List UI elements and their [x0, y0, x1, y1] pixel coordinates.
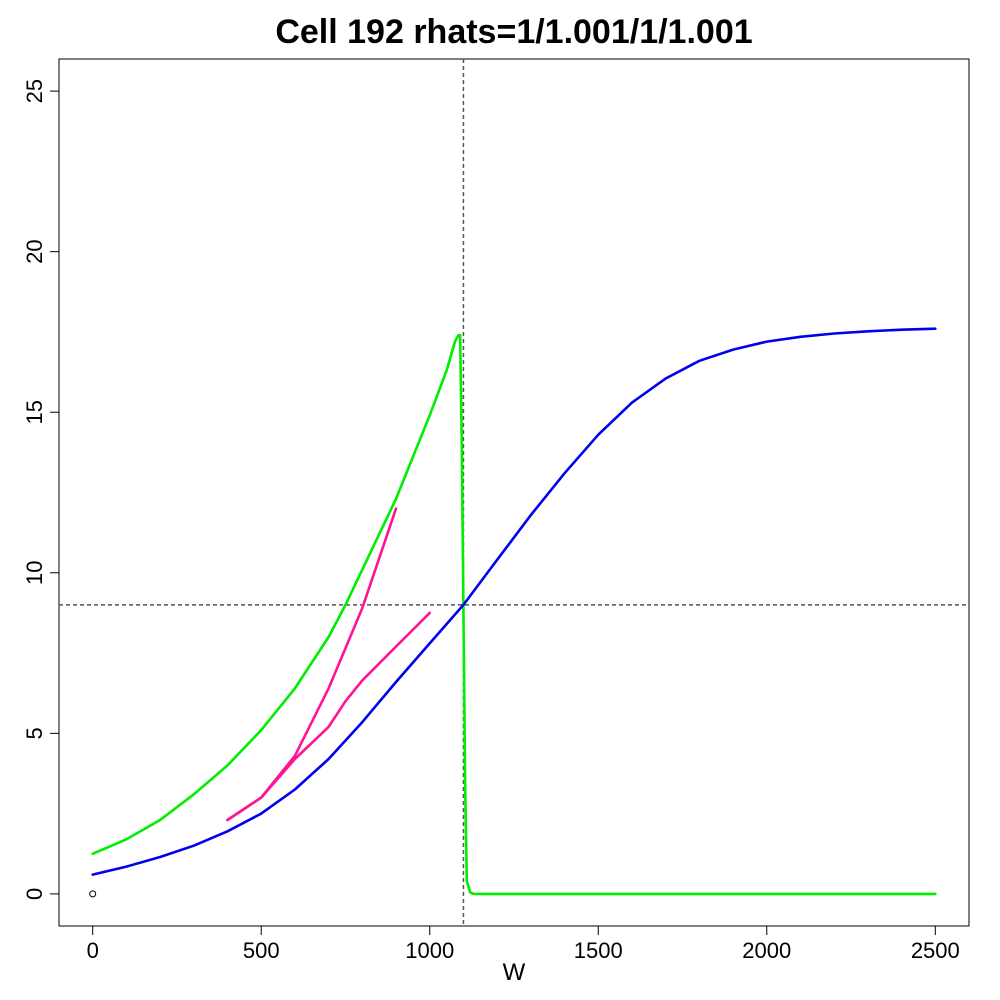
y-tick-label: 25 — [22, 79, 47, 103]
series-line-1 — [91, 333, 937, 896]
series-line-2 — [91, 327, 937, 876]
x-tick-label: 500 — [243, 938, 280, 963]
y-tick-label: 20 — [22, 239, 47, 263]
x-tick-label: 1500 — [574, 938, 623, 963]
series-line-4 — [226, 611, 432, 822]
plot-frame — [58, 58, 970, 927]
x-tick-label: 2000 — [742, 938, 791, 963]
x-tick-label: 0 — [87, 938, 99, 963]
y-tick-label: 5 — [22, 727, 47, 739]
chart-title: Cell 192 rhats=1/1.001/1/1.001 — [275, 13, 752, 51]
y-axis: 0 5 10 15 20 25 — [22, 79, 59, 900]
x-tick-label: 1000 — [405, 938, 454, 963]
series-layer — [91, 327, 937, 896]
points-layer — [89, 890, 97, 898]
x-axis: 0 500 1000 1500 2000 2500 — [87, 926, 960, 963]
reference-lines — [59, 59, 969, 926]
x-tick-label: 2500 — [911, 938, 960, 963]
x-axis-title: W — [503, 959, 526, 986]
y-tick-label: 10 — [22, 561, 47, 585]
data-point-marker — [89, 890, 97, 898]
y-tick-label: 15 — [22, 400, 47, 424]
y-tick-label: 0 — [22, 888, 47, 900]
